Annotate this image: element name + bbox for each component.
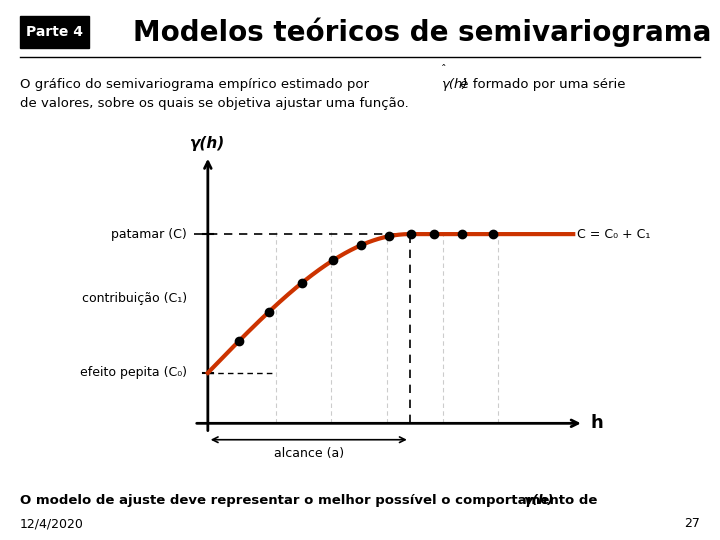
Text: ˆ: ˆ: [441, 64, 446, 75]
Text: de valores, sobre os quais se objetiva ajustar uma função.: de valores, sobre os quais se objetiva a…: [20, 97, 409, 110]
Text: 27: 27: [684, 517, 700, 530]
Text: efeito pepita (C₀): efeito pepita (C₀): [80, 366, 187, 380]
Text: C = C₀ + C₁: C = C₀ + C₁: [577, 227, 650, 241]
Text: Modelos teóricos de semivariograma: Modelos teóricos de semivariograma: [133, 17, 711, 46]
Text: é formado por uma série: é formado por uma série: [456, 78, 626, 91]
Text: O gráfico do semivariograma empírico estimado por: O gráfico do semivariograma empírico est…: [20, 78, 374, 91]
Text: 12/4/2020: 12/4/2020: [20, 517, 84, 530]
Text: O modelo de ajuste deve representar o melhor possível o comportamento de: O modelo de ajuste deve representar o me…: [20, 494, 602, 507]
Text: alcance (a): alcance (a): [274, 447, 344, 460]
Text: patamar (C): patamar (C): [111, 227, 187, 241]
Text: h: h: [590, 414, 603, 433]
FancyBboxPatch shape: [20, 16, 89, 48]
Text: .: .: [536, 494, 541, 507]
Text: γ(h): γ(h): [190, 136, 225, 151]
Text: Parte 4: Parte 4: [25, 25, 83, 39]
Text: γ(h): γ(h): [523, 494, 553, 507]
Text: γ(h): γ(h): [441, 78, 467, 91]
Text: contribuição (C₁): contribuição (C₁): [82, 292, 187, 305]
